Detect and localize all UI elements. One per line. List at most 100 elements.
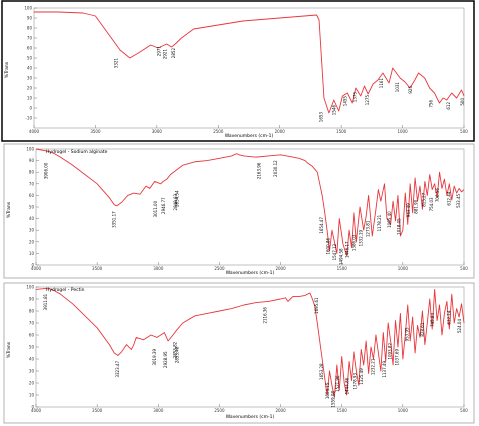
x-tick-label: 3500 <box>90 129 101 134</box>
peak-label: 1375 <box>353 92 358 103</box>
y-tick-label: 90 <box>29 158 35 163</box>
x-tick-label: 2500 <box>214 408 225 413</box>
peak-label: 1037.69 <box>394 349 399 366</box>
x-tick-label: 3000 <box>153 266 164 271</box>
peak-label: 3323.47 <box>115 361 120 378</box>
y-tick-label: 100 <box>24 6 32 11</box>
panel-1-y-axis-label: %Trans <box>4 61 10 78</box>
x-tick-label: 3000 <box>152 129 163 134</box>
peak-label: 524.04 <box>457 319 462 333</box>
panel-3-y-axis-label: %Trans <box>6 341 12 358</box>
panel-3-x-ticks: 4000 3500 3000 2500 2000 1500 1000 500 <box>31 408 468 413</box>
x-tick-label: 4000 <box>29 129 40 134</box>
x-tick-label: 1500 <box>337 408 348 413</box>
y-tick-label: 70 <box>29 321 35 326</box>
peak-label: 706.56 <box>435 188 440 202</box>
peak-label: 815.27 <box>421 192 426 206</box>
peak-label: 925 <box>408 86 413 94</box>
x-tick-label: 2000 <box>275 408 286 413</box>
peak-label: 2834.54 <box>175 190 180 207</box>
peak-label: 3019.39 <box>152 349 157 366</box>
spectrum-line <box>35 287 465 398</box>
peak-label: 2163.96 <box>257 162 262 179</box>
x-tick-label: 2000 <box>275 129 286 134</box>
panel-2-x-axis-label: Wavenumbers (cm-1) <box>226 270 275 276</box>
peak-label: 1600.86 <box>325 238 330 255</box>
panel-3-legend: Hydrogel - Pectin <box>46 287 85 293</box>
x-tick-label: 1000 <box>397 129 408 134</box>
y-tick-label: 90 <box>27 16 33 21</box>
panel-2-legend: Hydrogel - Sodium alginate <box>46 149 108 155</box>
peak-label: 612.44 <box>446 191 451 205</box>
peak-label: 1232.21 <box>370 358 375 375</box>
peak-label: 2030.12 <box>273 160 278 177</box>
peak-label: 2116.36 <box>262 307 267 324</box>
x-tick-label: 3500 <box>92 266 103 271</box>
peak-label: 1546 <box>331 105 336 116</box>
y-tick-label: 50 <box>29 345 35 350</box>
peak-label: 3906.00 <box>43 162 48 179</box>
peak-label: 3911.81 <box>43 293 48 310</box>
y-tick-label: 20 <box>27 86 33 91</box>
peak-label: 1654.47 <box>319 217 324 234</box>
panel-2-y-axis-label: %Trans <box>6 201 12 218</box>
panel-3-grid <box>35 286 465 408</box>
peak-label: 1386.03 <box>352 234 357 251</box>
y-tick-label: 40 <box>27 66 33 71</box>
x-tick-label: 2500 <box>213 129 224 134</box>
peak-label: 1695.61 <box>314 297 319 314</box>
y-tick-label: 20 <box>29 239 35 244</box>
peak-label: 533.45 <box>456 193 461 207</box>
peak-label: 2928.95 <box>163 351 168 368</box>
peak-label: 612.14 <box>446 310 451 324</box>
x-tick-label: 500 <box>460 266 468 271</box>
panel-3-x-axis-label: Wavenumbers (cm-1) <box>226 414 275 420</box>
y-tick-label: 20 <box>29 381 35 386</box>
peak-label: 1161 <box>379 78 384 89</box>
y-tick-label: 60 <box>29 333 35 338</box>
peak-label: 1095.40 <box>387 211 392 228</box>
y-tick-label: 10 <box>29 251 35 256</box>
peak-label: 500 <box>460 98 465 106</box>
peak-label: 1604.15 <box>325 382 330 399</box>
y-tick-label: 0 <box>31 405 34 410</box>
peak-label: 3351.17 <box>111 211 116 228</box>
peak-label: 1653 <box>318 112 323 123</box>
peak-label: 2848.03 <box>173 193 178 210</box>
peak-label: 1178.21 <box>377 214 382 231</box>
peak-label: 2971 <box>156 46 161 57</box>
x-tick-label: 1500 <box>337 266 348 271</box>
x-tick-label: 1000 <box>398 408 409 413</box>
peak-label: 828.61 <box>420 322 425 336</box>
panel-2-x-ticks: 4000 3500 3000 2500 2000 1500 1000 500 <box>31 266 468 271</box>
panel-2-spectrum <box>35 148 465 257</box>
panel-1-grid <box>33 7 465 128</box>
peak-label: 745.84 <box>430 313 435 327</box>
x-tick-label: 3500 <box>92 408 103 413</box>
y-tick-label: 90 <box>29 297 35 302</box>
peak-label: 1653.28 <box>319 363 324 380</box>
y-tick-label: 10 <box>27 96 33 101</box>
panel-1-peak-labels: 3321 2921 2852 2971 1653 1546 1455 1375 1275 1161… <box>113 46 465 123</box>
y-tick-label: 80 <box>27 26 33 31</box>
peak-label: 881.90 <box>413 199 418 213</box>
y-tick-label: 100 <box>26 147 34 152</box>
peak-label: 2946.77 <box>161 197 166 214</box>
y-tick-label: 60 <box>27 46 33 51</box>
y-tick-label: 40 <box>29 357 35 362</box>
x-tick-label: 500 <box>460 129 468 134</box>
y-tick-label: 50 <box>27 56 33 61</box>
y-tick-label: 30 <box>29 228 35 233</box>
peak-label: 754.03 <box>429 197 434 211</box>
peak-label: 612 <box>446 102 451 110</box>
peak-label: 1332.19 <box>358 229 363 246</box>
peak-label: 2921 <box>163 49 168 60</box>
peak-label: 1137.49 <box>382 361 387 378</box>
y-tick-label: 70 <box>27 36 33 41</box>
